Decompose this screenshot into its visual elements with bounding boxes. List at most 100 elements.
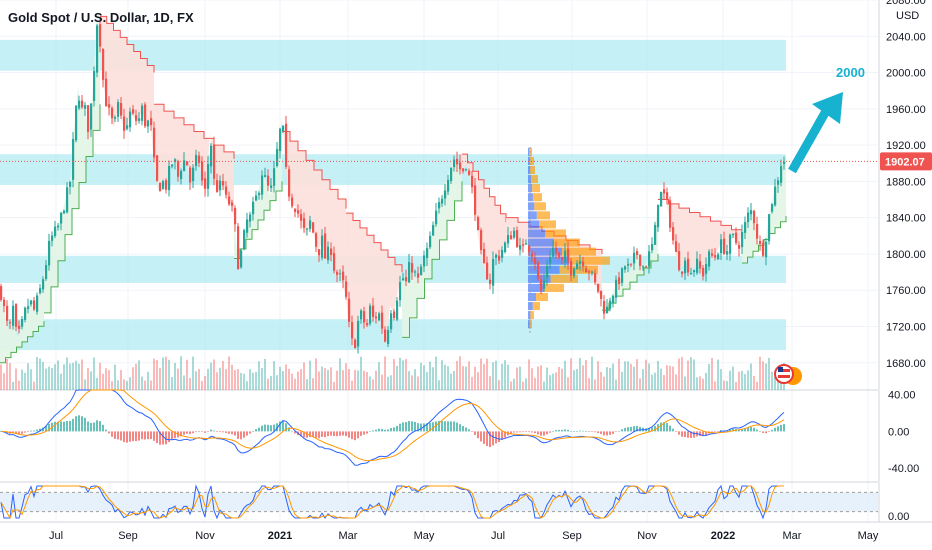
volume-bar xyxy=(687,360,689,390)
candle-body xyxy=(594,272,597,283)
candle-body xyxy=(57,225,60,228)
macd-histogram-bar xyxy=(288,427,290,432)
candle-body xyxy=(243,230,246,250)
us-flag-icon xyxy=(778,375,790,378)
volume-profile xyxy=(528,146,610,334)
volume-bar xyxy=(711,357,713,390)
volume-bar xyxy=(570,358,572,390)
stop-line xyxy=(402,181,463,338)
volume-bar xyxy=(771,371,773,390)
volume-bar xyxy=(213,359,215,390)
candle-body xyxy=(96,25,99,73)
currency-label: USD xyxy=(896,10,919,22)
macd-histogram-bar xyxy=(258,427,260,432)
macd-histogram-bar xyxy=(375,429,377,432)
volume-bar xyxy=(759,356,761,390)
volume-bar xyxy=(9,363,11,390)
profile-up-bar xyxy=(528,311,531,320)
macd-histogram-bar xyxy=(63,421,65,432)
volume-bar xyxy=(495,360,497,390)
candle-body xyxy=(540,279,543,291)
candle-body xyxy=(120,103,123,116)
macd-histogram-bar xyxy=(615,431,617,432)
macd-histogram-bar xyxy=(561,429,563,432)
candle-body xyxy=(27,306,30,309)
profile-down-bar xyxy=(530,311,534,320)
volume-bar xyxy=(192,356,194,390)
macd-histogram-bar xyxy=(543,431,545,436)
volume-bar xyxy=(696,377,698,390)
macd-histogram-bar xyxy=(603,431,605,436)
macd-histogram-bar xyxy=(753,427,755,432)
macd-histogram-bar xyxy=(237,431,239,439)
volume-bar xyxy=(699,376,701,390)
volume-bar xyxy=(150,380,152,390)
volume-bar xyxy=(408,371,410,390)
macd-histogram-bar xyxy=(366,431,368,434)
candle-body xyxy=(387,329,390,344)
macd-histogram-bar xyxy=(783,424,785,432)
macd-histogram-bar xyxy=(528,431,530,433)
price-tick-label: 2080.00 xyxy=(886,0,926,7)
volume-bar xyxy=(231,364,233,390)
candle-body xyxy=(285,123,288,167)
time-tick-label: 2021 xyxy=(268,530,292,542)
volume-bar xyxy=(738,371,740,390)
macd-histogram-bar xyxy=(624,428,626,432)
volume-bar xyxy=(501,363,503,390)
macd-histogram-bar xyxy=(15,431,17,434)
candle-body xyxy=(219,180,222,191)
candle-body xyxy=(237,226,240,270)
volume-bar xyxy=(561,368,563,390)
macd-histogram-bar xyxy=(771,429,773,432)
macd-histogram-bar xyxy=(441,421,443,432)
candle-body xyxy=(333,253,336,271)
candle-body xyxy=(675,241,678,252)
volume-bar xyxy=(33,381,35,390)
macd-histogram-bar xyxy=(438,421,440,432)
candle-body xyxy=(174,159,177,162)
macd-histogram-bar xyxy=(621,429,623,432)
profile-up-bar xyxy=(528,274,551,283)
candle-body xyxy=(651,244,654,251)
volume-bar xyxy=(654,372,656,390)
volume-bar xyxy=(555,372,557,390)
volume-bar xyxy=(237,369,239,390)
candle-body xyxy=(354,339,357,349)
macd-histogram-bar xyxy=(405,422,407,432)
candle-body xyxy=(306,228,309,230)
volume-bar xyxy=(684,376,686,390)
macd-histogram-bar xyxy=(315,431,317,438)
macd-histogram-bar xyxy=(198,431,200,432)
us-flag-icon xyxy=(778,367,783,372)
macd-histogram-bar xyxy=(585,431,587,432)
volume-bar xyxy=(663,374,665,390)
macd-histogram-bar xyxy=(489,431,491,448)
volume-bar xyxy=(135,363,137,390)
volume-bar xyxy=(387,376,389,390)
macd-histogram-bar xyxy=(159,431,161,445)
volume-bar xyxy=(747,370,749,390)
candle-body xyxy=(480,230,483,251)
volume-bar xyxy=(516,367,518,390)
candle-body xyxy=(537,262,540,279)
candle-body xyxy=(159,182,162,192)
candle-body xyxy=(372,305,375,318)
candle-body xyxy=(144,104,147,127)
macd-histogram-bar xyxy=(156,431,158,444)
candle-body xyxy=(558,252,561,258)
macd-histogram-bar xyxy=(69,420,71,432)
target-price-label: 2000 xyxy=(836,65,865,80)
volume-bar xyxy=(90,371,92,390)
candle-body xyxy=(345,281,348,297)
candle-body xyxy=(126,125,129,129)
volume-bar xyxy=(417,376,419,390)
price-tick-label: 1680.00 xyxy=(886,358,926,370)
candle-body xyxy=(87,105,90,132)
macd-histogram-bar xyxy=(18,431,20,435)
candle-body xyxy=(276,149,279,167)
candle-body xyxy=(264,175,267,177)
candle-body xyxy=(84,105,87,109)
volume-bar xyxy=(591,356,593,390)
